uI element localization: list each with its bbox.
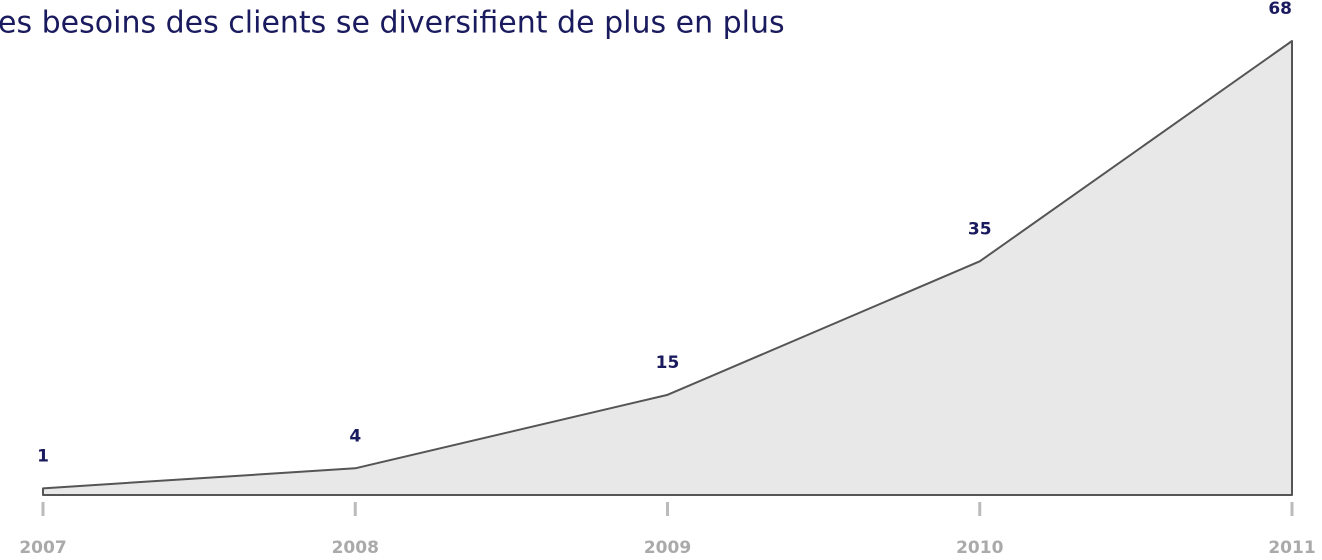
x-tick-label: 2011: [1268, 538, 1315, 558]
x-tick-label: 2008: [332, 538, 379, 558]
chart-title: es besoins des clients se diversifient d…: [0, 6, 785, 41]
x-tick-label: 2009: [644, 538, 691, 558]
data-label: 68: [1268, 0, 1292, 19]
x-tick-label: 2007: [19, 538, 66, 558]
data-label: 35: [968, 219, 992, 239]
area: [42, 40, 1293, 496]
data-label: 15: [656, 353, 680, 373]
data-label: 4: [349, 426, 361, 446]
x-tick-label: 2010: [956, 538, 1003, 558]
data-label: 1: [37, 446, 49, 466]
